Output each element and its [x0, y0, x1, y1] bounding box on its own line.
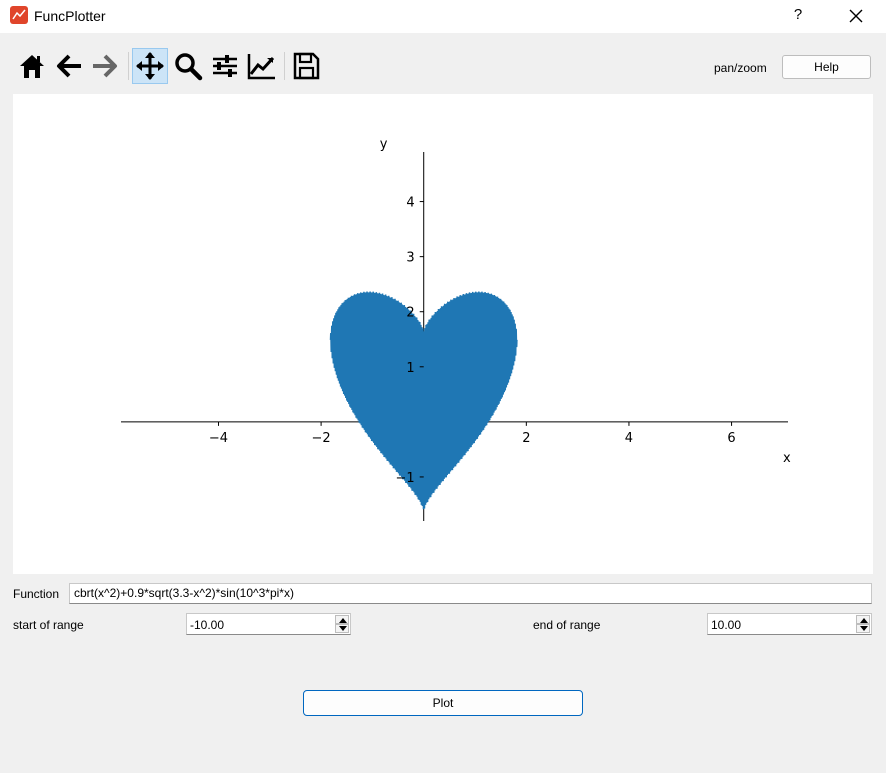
- forward-button[interactable]: [87, 48, 123, 84]
- triangle-up-icon: [339, 618, 347, 623]
- pan-move-icon: [136, 52, 164, 80]
- triangle-down-icon: [860, 626, 868, 631]
- function-label: Function: [13, 587, 60, 601]
- x-tick-label: −2: [312, 431, 331, 446]
- toolbar-mode-label: pan/zoom: [714, 61, 767, 75]
- customize-button[interactable]: [243, 48, 279, 84]
- start-range-label: start of range: [13, 618, 84, 632]
- start-range-value: -10.00: [190, 618, 225, 632]
- back-arrow-icon: [57, 54, 81, 78]
- pan-button[interactable]: [132, 48, 168, 84]
- close-window-button[interactable]: [842, 2, 870, 30]
- x-tick-label: −4: [209, 431, 228, 446]
- toolbar-separator: [284, 52, 285, 80]
- y-tick-label: −1: [396, 471, 415, 486]
- start-range-spinbox[interactable]: -10.00: [186, 613, 351, 635]
- home-button[interactable]: [14, 48, 50, 84]
- context-help-button[interactable]: ?: [793, 6, 803, 23]
- x-tick-label: 2: [522, 431, 530, 446]
- home-icon: [20, 55, 44, 78]
- y-tick-label: 1: [406, 361, 414, 376]
- y-tick-label: 3: [406, 251, 414, 266]
- x-tick-label: 4: [625, 431, 633, 446]
- start-increment-button[interactable]: [335, 615, 349, 624]
- function-plot: −4 −2 2 4 6 −1 1 2 3 4 x y: [121, 137, 791, 521]
- back-button[interactable]: [51, 48, 87, 84]
- y-tick-label: 2: [406, 306, 414, 321]
- end-range-value: 10.00: [711, 618, 742, 632]
- start-decrement-button[interactable]: [335, 624, 349, 633]
- function-input[interactable]: cbrt(x^2)+0.9*sqrt(3.3-x^2)*sin(10^3*pi*…: [69, 583, 872, 604]
- zoom-button[interactable]: [170, 48, 206, 84]
- navigation-toolbar: [0, 48, 886, 88]
- window-title: FuncPlotter: [34, 8, 106, 24]
- x-tick-label: 6: [727, 431, 735, 446]
- plot-button[interactable]: Plot: [303, 690, 583, 716]
- plot-canvas[interactable]: −4 −2 2 4 6 −1 1 2 3 4 x y: [13, 94, 873, 574]
- function-curve: [329, 291, 518, 510]
- toolbar-separator: [128, 52, 129, 80]
- y-tick-label: 4: [406, 196, 414, 211]
- close-icon: [849, 9, 863, 23]
- help-button[interactable]: Help: [782, 55, 871, 79]
- save-figure-icon: [293, 52, 320, 80]
- forward-arrow-icon: [93, 54, 117, 78]
- zoom-magnifier-icon: [175, 53, 203, 81]
- end-increment-button[interactable]: [856, 615, 870, 624]
- app-logo-icon: [10, 6, 28, 24]
- triangle-down-icon: [339, 626, 347, 631]
- end-decrement-button[interactable]: [856, 624, 870, 633]
- edit-axes-icon: [247, 54, 275, 80]
- configure-subplots-icon: [213, 55, 237, 77]
- triangle-up-icon: [860, 618, 868, 623]
- x-axis-label: x: [783, 451, 791, 466]
- title-bar: FuncPlotter ?: [0, 0, 886, 33]
- end-range-label: end of range: [533, 618, 601, 632]
- spinbox-buttons: [335, 615, 349, 633]
- subplots-button[interactable]: [207, 48, 243, 84]
- end-range-spinbox[interactable]: 10.00: [707, 613, 872, 635]
- spinbox-buttons: [856, 615, 870, 633]
- save-button[interactable]: [288, 48, 324, 84]
- y-axis-label: y: [380, 137, 388, 152]
